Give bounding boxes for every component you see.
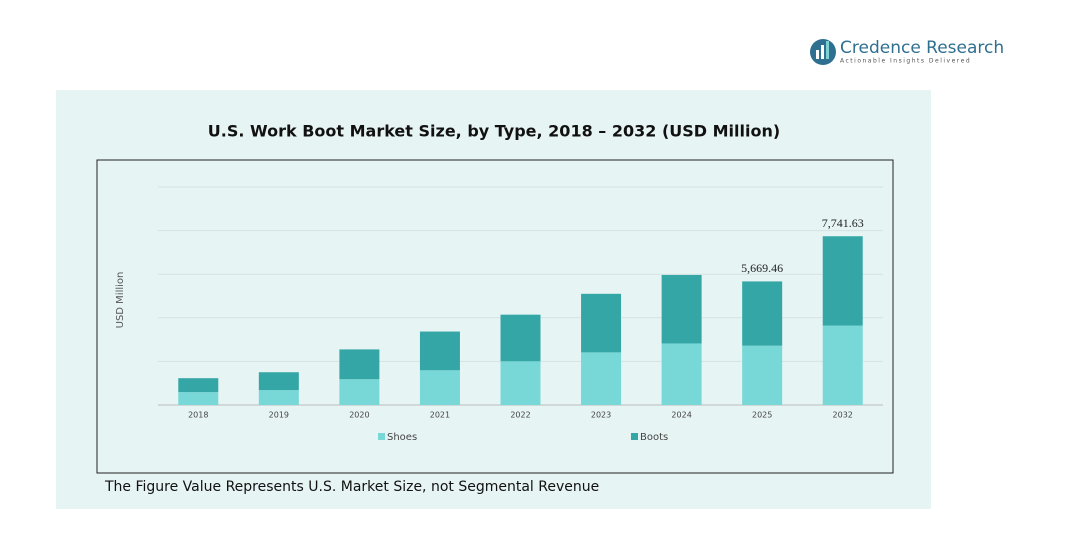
total-label: 5,669.46 — [741, 261, 783, 275]
x-tick-label: 2018 — [188, 411, 208, 420]
bar-segment — [661, 343, 702, 405]
logo-icon — [821, 45, 824, 59]
logo: Credence Research Actionable Insights De… — [810, 38, 1004, 65]
bar-segment — [822, 325, 863, 405]
bar-segment — [258, 372, 299, 391]
footnote: The Figure Value Represents U.S. Market … — [104, 479, 599, 495]
x-tick-label: 2032 — [833, 411, 853, 420]
x-tick-label: 2020 — [349, 411, 369, 420]
total-label: 7,741.63 — [822, 216, 864, 230]
logo-icon — [826, 41, 829, 59]
legend-label: Boots — [640, 432, 668, 443]
panel — [56, 90, 931, 509]
bar-segment — [419, 370, 460, 405]
legend-swatch — [378, 433, 385, 440]
bar-segment — [419, 331, 460, 371]
bar-segment — [339, 349, 380, 380]
legend-swatch — [631, 433, 638, 440]
x-tick-label: 2023 — [591, 411, 611, 420]
bar-segment — [581, 293, 622, 353]
x-tick-label: 2024 — [671, 411, 691, 420]
plot-frame — [96, 159, 894, 474]
bar-segment — [178, 392, 219, 405]
legend-label: Shoes — [387, 432, 417, 443]
x-tick-label: 2019 — [269, 411, 289, 420]
chart-title: U.S. Work Boot Market Size, by Type, 201… — [208, 122, 780, 141]
bar-segment — [661, 274, 702, 344]
bar-segment — [500, 314, 541, 362]
bar-segment — [742, 281, 783, 346]
x-tick-label: 2021 — [430, 411, 450, 420]
bar-segment — [822, 236, 863, 326]
bar-segment — [500, 361, 541, 405]
y-axis-label: USD Million — [115, 272, 126, 329]
bar-segment — [581, 352, 622, 405]
brand-name: Credence Research — [840, 38, 1004, 58]
bar-segment — [742, 345, 783, 405]
bar-segment — [258, 390, 299, 405]
x-tick-label: 2025 — [752, 411, 772, 420]
bar-segment — [178, 378, 219, 393]
bar-segment — [339, 379, 380, 405]
x-tick-label: 2022 — [510, 411, 530, 420]
brand-tagline: Actionable Insights Delivered — [840, 58, 971, 65]
logo-icon — [816, 50, 819, 59]
